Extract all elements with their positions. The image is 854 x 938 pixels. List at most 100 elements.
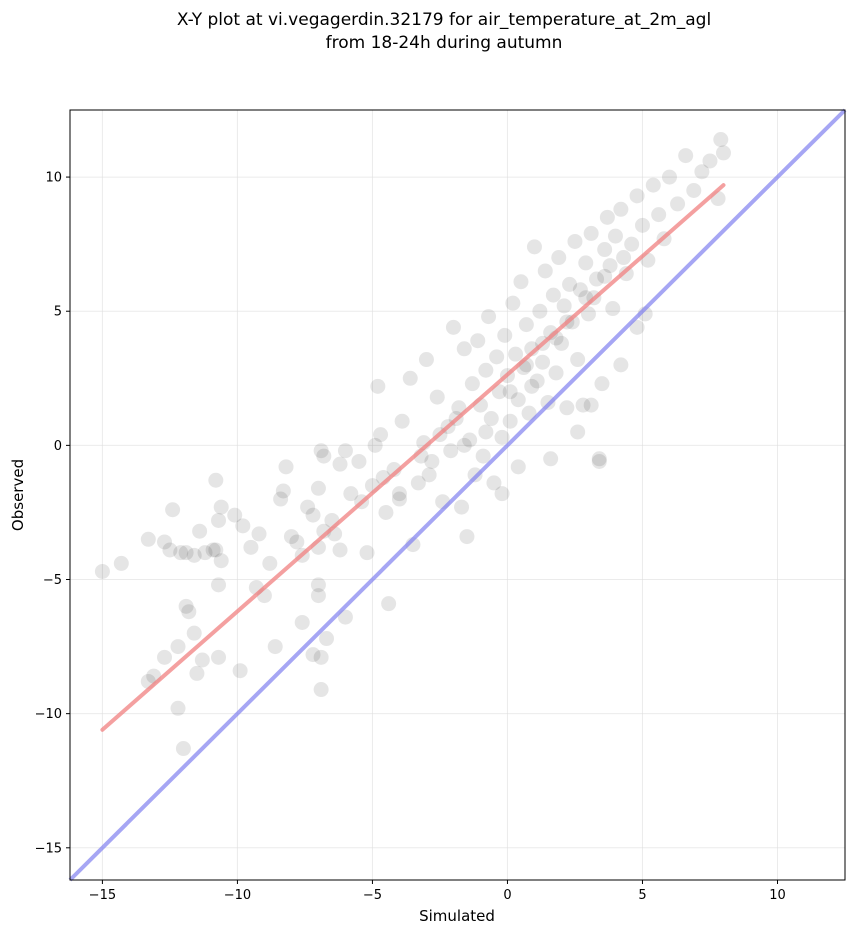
data-point (424, 453, 440, 469)
data-point (597, 268, 613, 284)
data-point (521, 405, 537, 421)
x-tick-label: 5 (638, 888, 646, 903)
data-point (310, 480, 326, 496)
data-point (343, 486, 359, 502)
data-point (429, 389, 445, 405)
data-point (251, 526, 267, 542)
data-point (589, 271, 605, 287)
data-point (232, 663, 248, 679)
data-point (543, 325, 559, 341)
data-point (162, 542, 178, 558)
data-point (599, 209, 615, 225)
data-point (313, 682, 329, 698)
data-point (189, 665, 205, 681)
data-point (359, 545, 375, 561)
data-point (616, 250, 632, 266)
ticks-layer: −15 −10 −5 0 5 10 −15 −10 −5 0 5 10 (35, 171, 786, 903)
data-point (456, 437, 472, 453)
data-point (518, 317, 534, 333)
data-point (337, 609, 353, 625)
data-point (559, 400, 575, 416)
data-point (459, 529, 475, 545)
data-point (192, 523, 208, 539)
data-point (310, 588, 326, 604)
data-point (489, 349, 505, 365)
data-point (351, 453, 367, 469)
data-point (594, 376, 610, 392)
data-point (645, 177, 661, 193)
data-point (486, 475, 502, 491)
data-point (275, 483, 291, 499)
data-point (510, 392, 526, 408)
data-point (651, 207, 667, 223)
data-point (213, 553, 229, 569)
data-point (491, 384, 507, 400)
data-point (537, 263, 553, 279)
data-point (597, 242, 613, 258)
data-point (543, 451, 559, 467)
data-point (443, 443, 459, 459)
y-tick-label: −15 (35, 841, 62, 856)
y-tick-label: 0 (54, 439, 62, 454)
data-point (478, 424, 494, 440)
data-point (373, 427, 389, 443)
data-point (613, 201, 629, 217)
data-point (227, 507, 243, 523)
data-point (602, 258, 618, 274)
data-point (510, 459, 526, 475)
data-point (197, 545, 213, 561)
data-point (178, 598, 194, 614)
data-point (313, 649, 329, 665)
data-point (289, 534, 305, 550)
lines-layer (68, 108, 847, 882)
data-point (445, 319, 461, 335)
data-point (532, 303, 548, 319)
identity-line (68, 108, 847, 882)
x-tick-label: −5 (363, 888, 382, 903)
data-point (634, 217, 650, 233)
data-point (300, 499, 316, 515)
data-point (421, 467, 437, 483)
data-point (208, 542, 224, 558)
data-point (337, 443, 353, 459)
data-point (170, 639, 186, 655)
data-point (686, 182, 702, 198)
data-point (367, 437, 383, 453)
data-point (243, 539, 259, 555)
data-point (173, 545, 189, 561)
data-point (464, 376, 480, 392)
data-point (583, 225, 599, 241)
data-point (578, 255, 594, 271)
x-tick-label: −15 (89, 888, 116, 903)
data-point (205, 542, 221, 558)
data-point (535, 354, 551, 370)
data-point (235, 518, 251, 534)
data-point (211, 512, 227, 528)
data-point (278, 459, 294, 475)
data-point (213, 499, 229, 515)
data-point (564, 314, 580, 330)
data-point (454, 499, 470, 515)
data-point (624, 236, 640, 252)
data-point (211, 577, 227, 593)
data-point (678, 148, 694, 164)
data-point (478, 362, 494, 378)
data-point (545, 287, 561, 303)
data-point (157, 534, 173, 550)
x-axis-label: Simulated (419, 907, 495, 925)
data-point (194, 652, 210, 668)
data-point (572, 282, 588, 298)
data-point (475, 448, 491, 464)
data-point (713, 132, 729, 148)
data-point (613, 357, 629, 373)
data-point (394, 413, 410, 429)
data-point (211, 649, 227, 665)
data-point (575, 397, 591, 413)
data-point (570, 424, 586, 440)
data-point (505, 295, 521, 311)
data-point (483, 411, 499, 427)
y-axis-label: Observed (9, 459, 27, 531)
data-point (502, 384, 518, 400)
